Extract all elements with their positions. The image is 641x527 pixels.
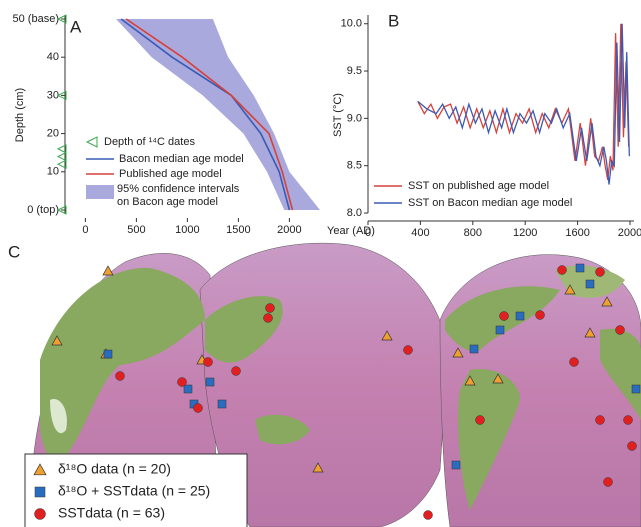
site-marker [232, 367, 241, 376]
legend-marker [87, 137, 97, 147]
legend-marker [35, 509, 46, 520]
site-marker [104, 350, 112, 358]
site-marker [576, 264, 584, 272]
site-marker [500, 312, 509, 321]
x-tick-label: 0 [82, 224, 88, 236]
legend-label: Bacon median age model [119, 153, 244, 165]
y-axis-title: Depth (cm) [14, 88, 26, 142]
confidence-band [116, 19, 320, 210]
site-marker [470, 345, 478, 353]
x-tick-label: 1000 [175, 224, 199, 236]
site-marker [476, 416, 485, 425]
site-marker [404, 346, 413, 355]
x-tick-label: 500 [127, 224, 145, 236]
x-tick-label: 1600 [565, 227, 589, 239]
sst-line [418, 24, 629, 180]
legend-label: δ¹⁸O + SSTdata (n = 25) [58, 483, 210, 499]
site-marker [266, 304, 275, 313]
legend-label: SSTdata (n = 63) [58, 505, 165, 521]
x-tick-label: 400 [411, 227, 429, 239]
x-tick-label: 800 [464, 227, 482, 239]
site-marker [194, 404, 203, 413]
site-marker [496, 326, 504, 334]
legend-swatch [86, 185, 114, 199]
x-tick-label: 1200 [513, 227, 537, 239]
y-tick-label: 9.0 [347, 112, 362, 124]
site-marker [116, 372, 125, 381]
site-marker [452, 461, 460, 469]
legend-label: Depth of ¹⁴C dates [104, 136, 195, 148]
legend-label-wrap: 95% confidence intervals on Bacon age mo… [117, 183, 277, 213]
x-tick-label: 2000 [277, 224, 301, 236]
x-tick-label: 1500 [226, 224, 250, 236]
y-tick-label: 10.0 [341, 18, 362, 30]
figure: A B C Year (AD) Depth (cm) SST (°C) 0 (t… [0, 0, 641, 527]
legend-label: SST on Bacon median age model [408, 197, 572, 209]
site-marker [632, 385, 640, 393]
legend-label: Published age model [119, 168, 222, 180]
y-tick-label: 50 (base) [13, 13, 59, 25]
site-marker [103, 266, 113, 275]
y-tick-label: 20 [47, 128, 59, 140]
x-tick-label: 0 [365, 227, 371, 239]
site-marker [616, 326, 625, 335]
legend-label: δ¹⁸O data (n = 20) [58, 461, 171, 477]
site-marker [604, 478, 613, 487]
panel-label: B [388, 11, 399, 30]
site-marker [424, 511, 433, 520]
legend-label: 95% confidence intervals on Bacon age mo… [117, 183, 242, 209]
legend-marker [35, 487, 45, 497]
y-tick-label: 8.5 [347, 160, 362, 172]
site-marker [570, 358, 579, 367]
site-marker [596, 268, 605, 277]
site-marker [184, 385, 192, 393]
site-marker [206, 378, 214, 386]
x-tick-label: 2000 [618, 227, 641, 239]
chart: A B C Year (AD) Depth (cm) SST (°C) 0 (t… [0, 0, 641, 527]
site-marker [586, 280, 594, 288]
site-marker [596, 416, 605, 425]
y-tick-label: 10 [47, 166, 59, 178]
site-marker [628, 442, 637, 451]
y-tick-label: 40 [47, 51, 59, 63]
panel-label: C [8, 242, 20, 261]
site-marker [264, 314, 273, 323]
y-tick-label: 9.5 [347, 65, 362, 77]
legend-label: SST on published age model [408, 180, 549, 192]
site-marker [516, 312, 524, 320]
y-axis-title: SST (°C) [332, 93, 344, 137]
site-marker [178, 378, 187, 387]
site-marker [624, 416, 633, 425]
y-tick-label: 0 (top) [27, 204, 59, 216]
panel-label: A [70, 17, 82, 36]
y-tick-label: 8.0 [347, 207, 362, 219]
site-marker [204, 358, 213, 367]
site-marker [218, 400, 226, 408]
site-marker [536, 311, 545, 320]
site-marker [558, 266, 567, 275]
